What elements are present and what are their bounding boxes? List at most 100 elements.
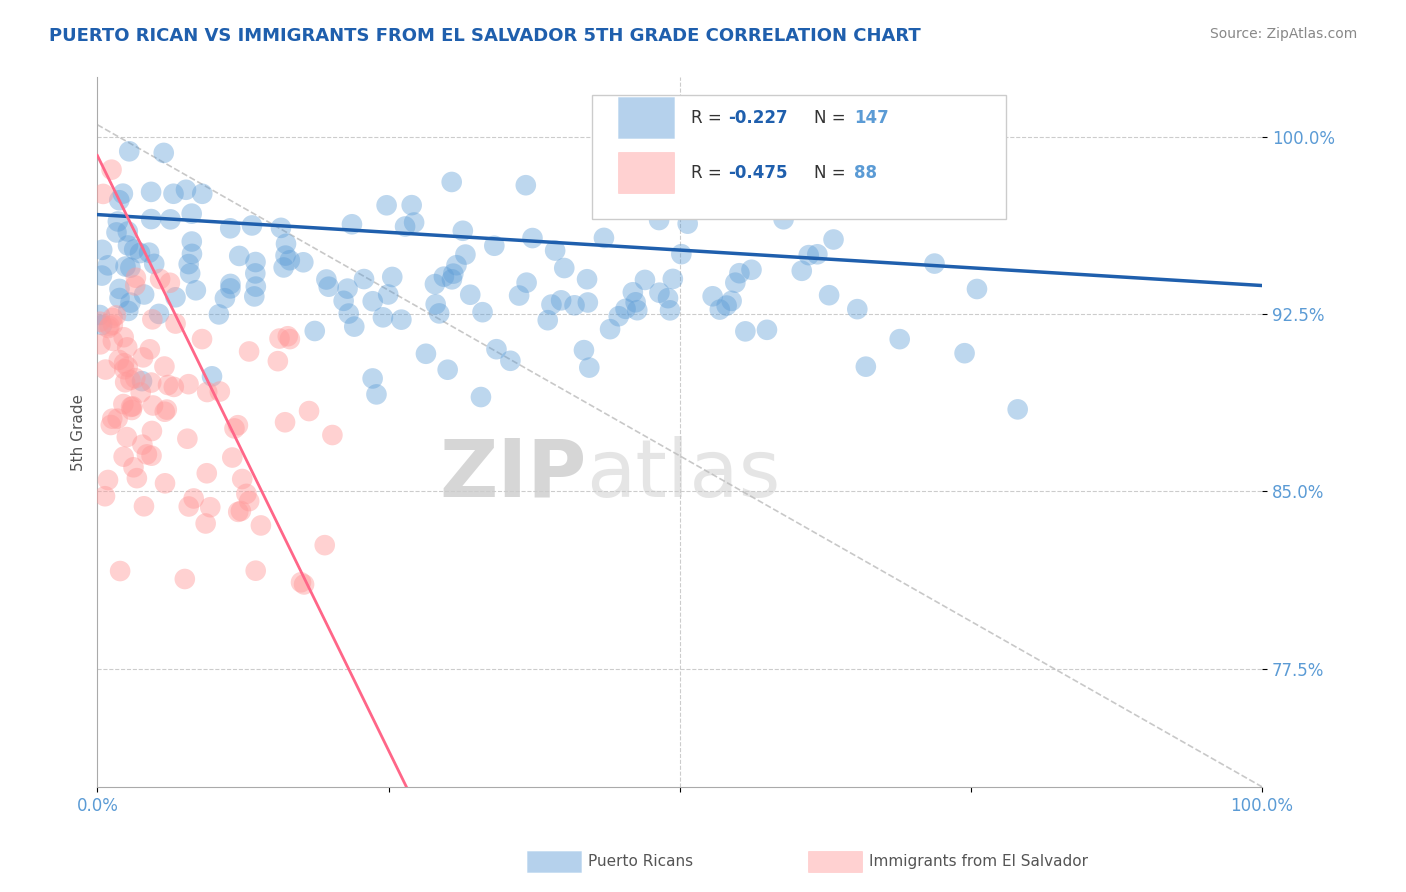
Point (124, 278, 146, 293)
FancyBboxPatch shape (619, 96, 673, 137)
Point (121, 403, 143, 417)
Point (177, 377, 200, 392)
Point (953, 346, 976, 360)
Point (117, 304, 139, 318)
Point (226, 418, 249, 433)
Point (1007, 402, 1029, 417)
Text: atlas: atlas (586, 435, 780, 514)
Point (124, 371, 146, 385)
Text: -0.227: -0.227 (728, 109, 789, 127)
Point (375, 198, 398, 212)
Point (117, 238, 139, 252)
Point (100, 162, 122, 177)
Point (195, 384, 218, 399)
Point (120, 295, 142, 310)
Point (314, 538, 336, 552)
Point (544, 244, 567, 258)
Point (139, 343, 162, 357)
Point (772, 212, 794, 227)
Point (108, 564, 131, 578)
Point (114, 260, 136, 274)
Point (441, 267, 464, 281)
Text: PUERTO RICAN VS IMMIGRANTS FROM EL SALVADOR 5TH GRADE CORRELATION CHART: PUERTO RICAN VS IMMIGRANTS FROM EL SALVA… (49, 27, 921, 45)
Point (98, 319, 121, 334)
Point (243, 289, 266, 303)
Y-axis label: 5th Grade: 5th Grade (72, 393, 86, 471)
Point (132, 351, 155, 365)
Point (156, 402, 179, 417)
Point (159, 276, 181, 290)
Point (101, 318, 124, 332)
Point (855, 359, 877, 374)
Point (657, 291, 679, 305)
Point (269, 332, 291, 346)
Text: N =: N = (814, 164, 851, 182)
Point (315, 272, 337, 286)
Point (599, 322, 621, 336)
Point (361, 371, 384, 385)
Point (221, 450, 243, 465)
Point (240, 219, 263, 233)
Point (889, 332, 911, 346)
Point (122, 243, 145, 257)
Point (180, 235, 202, 249)
Point (522, 231, 544, 245)
Point (267, 354, 290, 368)
Point (219, 277, 242, 291)
Point (806, 247, 828, 261)
Point (740, 262, 762, 277)
Text: R =: R = (692, 109, 727, 127)
Point (433, 269, 456, 284)
Point (572, 343, 595, 358)
Point (181, 247, 204, 261)
Point (120, 373, 142, 387)
Point (755, 323, 778, 337)
Point (183, 491, 205, 506)
Point (576, 272, 599, 286)
Point (108, 193, 131, 207)
Point (153, 476, 176, 491)
Point (499, 353, 522, 368)
Point (97, 473, 120, 487)
Point (245, 255, 267, 269)
Point (607, 310, 630, 324)
Point (174, 183, 197, 197)
Point (648, 213, 671, 227)
Point (143, 257, 166, 271)
Point (108, 282, 131, 296)
Point (404, 215, 426, 229)
Point (245, 279, 267, 293)
Text: N =: N = (814, 109, 851, 127)
Point (219, 281, 242, 295)
Point (117, 225, 139, 239)
Point (111, 186, 134, 201)
Point (129, 246, 152, 260)
Point (720, 293, 742, 308)
Point (292, 255, 315, 269)
Point (624, 295, 647, 310)
Point (91, 243, 114, 257)
Point (115, 340, 138, 354)
Point (389, 312, 412, 326)
Point (107, 214, 129, 228)
Point (91, 318, 114, 332)
Point (724, 276, 747, 290)
Text: R =: R = (692, 164, 727, 182)
Point (471, 305, 494, 319)
Point (201, 369, 224, 384)
Point (195, 467, 218, 481)
Point (394, 219, 416, 234)
Point (153, 359, 176, 374)
Point (120, 400, 142, 414)
Point (440, 272, 463, 286)
Point (593, 231, 616, 245)
Point (101, 334, 124, 348)
Point (173, 572, 195, 586)
Point (537, 313, 560, 327)
Point (138, 245, 160, 260)
Point (153, 405, 176, 419)
Point (343, 319, 366, 334)
Point (415, 347, 437, 361)
Point (229, 504, 252, 518)
Point (401, 198, 423, 212)
